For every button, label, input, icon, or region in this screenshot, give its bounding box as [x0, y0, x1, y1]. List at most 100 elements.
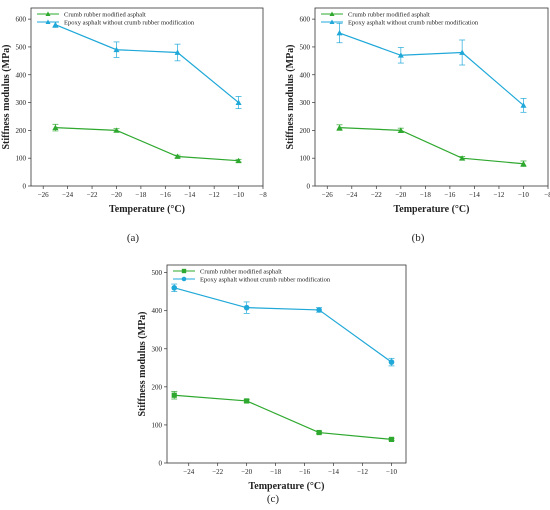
series-2: [52, 21, 242, 110]
y-tick-label: 500: [16, 43, 27, 51]
y-tick-label: 100: [300, 155, 311, 163]
x-tick-label: −10: [386, 468, 397, 476]
legend-marker: [329, 19, 335, 24]
plot-frame: [30, 7, 264, 187]
plot-frame: [314, 7, 549, 187]
legend-marker: [45, 11, 51, 16]
x-tick-label: −12: [357, 468, 368, 476]
series-1: [171, 391, 395, 442]
legend-marker: [45, 19, 51, 24]
x-tick-label: −18: [135, 191, 146, 199]
series-line: [174, 394, 392, 440]
y-tick-label: 0: [307, 183, 311, 191]
y-tick-label: 0: [23, 183, 27, 191]
data-point: [397, 127, 404, 133]
y-tick-label: 300: [16, 99, 27, 107]
x-tick-label: −22: [212, 468, 223, 476]
x-tick-label: −14: [469, 191, 480, 199]
panel-label: (c): [267, 493, 280, 505]
legend-label: Epoxy asphalt without crumb rubber modif…: [64, 19, 195, 26]
x-tick-label: −16: [444, 191, 455, 199]
legend-label: Crumb rubber modified asphalt: [200, 268, 282, 275]
y-tick-label: 100: [152, 421, 163, 429]
x-tick-label: −12: [493, 191, 504, 199]
data-point: [336, 124, 343, 130]
x-tick-label: −16: [299, 468, 310, 476]
x-axis-title: Temperature (°C): [249, 481, 325, 492]
data-point: [397, 52, 404, 58]
chart-panel-3: −24 −22 −20 −18 −16 −14 −12 −10 0 100 200 300 400 500…: [137, 264, 407, 505]
y-tick-label: 200: [300, 127, 311, 135]
legend-label: Epoxy asphalt without crumb rubber modif…: [348, 19, 479, 26]
data-point: [113, 127, 120, 133]
x-tick-label: −10: [518, 191, 529, 199]
data-point: [520, 160, 527, 167]
y-tick-label: 300: [152, 345, 163, 353]
x-tick-label: −20: [241, 468, 252, 476]
x-tick-label: −12: [209, 191, 220, 199]
data-point: [459, 49, 466, 55]
x-axis-title: Temperature (°C): [394, 204, 470, 215]
panel-label: (b): [412, 232, 425, 244]
y-tick-label: 400: [16, 71, 27, 79]
data-point: [388, 359, 395, 365]
data-point: [336, 30, 343, 36]
y-tick-label: 500: [300, 43, 311, 51]
data-point: [171, 392, 177, 398]
y-tick-label: 200: [152, 383, 163, 391]
y-tick-label: 600: [300, 16, 311, 24]
x-tick-label: −24: [183, 468, 194, 476]
x-tick-label: −26: [38, 191, 49, 199]
series-line: [55, 126, 239, 162]
x-tick-label: −8: [544, 191, 550, 199]
data-point: [244, 398, 250, 404]
data-point: [316, 429, 322, 436]
series-line: [339, 126, 524, 165]
chart-panel-2: −26 −24 −22 −20 −18 −16 −14 −12 −10 −8 0 100 200 300 4…: [285, 7, 550, 244]
data-point: [52, 124, 59, 130]
data-point: [171, 285, 178, 291]
x-tick-label: −20: [111, 191, 122, 199]
legend-label: Crumb rubber modified asphalt: [64, 11, 146, 18]
data-point: [520, 102, 527, 108]
y-tick-label: 400: [152, 307, 163, 315]
series-1: [336, 124, 527, 167]
x-tick-label: −8: [259, 191, 267, 199]
data-point: [52, 21, 59, 28]
x-tick-label: −26: [322, 191, 333, 199]
panel-label: (a): [127, 232, 140, 244]
y-tick-label: 400: [300, 71, 311, 79]
x-axis-title: Temperature (°C): [109, 204, 185, 215]
x-tick-label: −18: [420, 191, 431, 199]
series-line: [55, 24, 239, 104]
y-tick-label: 600: [16, 16, 27, 24]
y-axis-title: Stiffness modulus (MPa): [137, 311, 148, 416]
data-point: [388, 436, 395, 442]
data-point: [113, 46, 120, 53]
data-point: [316, 307, 322, 313]
data-point: [235, 157, 242, 164]
series-1: [52, 123, 242, 164]
x-tick-label: −16: [160, 191, 171, 199]
x-tick-label: −14: [184, 191, 195, 199]
x-tick-label: −14: [328, 468, 339, 476]
y-tick-label: 300: [300, 99, 311, 107]
x-tick-label: −10: [233, 191, 244, 199]
x-tick-label: −24: [346, 191, 357, 199]
chart-panel-1: −26 −24 −22 −20 −18 −16 −14 −12 −10 −8 0 100 200 300 4…: [1, 7, 267, 244]
series-line: [174, 287, 392, 363]
legend-label: Epoxy asphalt without crumb rubber modif…: [200, 276, 331, 283]
y-tick-label: 0: [159, 460, 163, 468]
x-tick-label: −20: [395, 191, 406, 199]
plot-frame: [166, 264, 407, 464]
legend-marker: [329, 11, 335, 16]
y-tick-label: 200: [16, 127, 27, 135]
legend-label: Crumb rubber modified asphalt: [348, 11, 430, 18]
x-tick-label: −18: [270, 468, 281, 476]
legend-marker: [181, 268, 187, 274]
y-tick-label: 500: [152, 269, 163, 277]
